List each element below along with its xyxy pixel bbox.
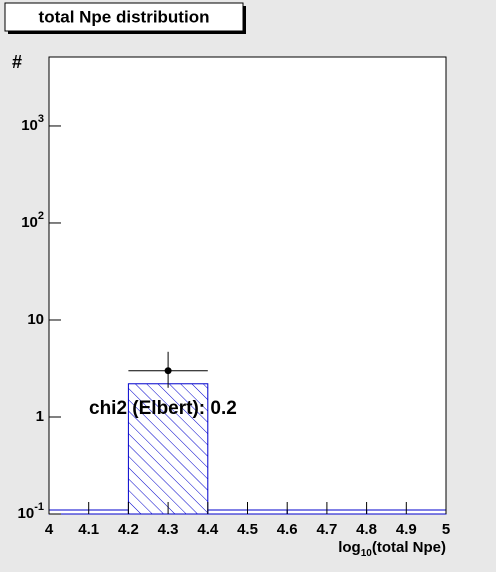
- x-tick-label: 4.1: [78, 521, 99, 538]
- x-title-sub: 10: [361, 548, 373, 559]
- y-tick-exponent: 3: [38, 113, 44, 125]
- x-tick-label: 4.7: [316, 521, 337, 538]
- x-tick-label: 4.9: [396, 521, 417, 538]
- annotation: chi2 (Elbert): 0.2: [89, 398, 237, 419]
- y-tick-label: 10: [27, 311, 44, 328]
- y-tick-label: 10-1: [18, 501, 44, 522]
- data-point: [164, 367, 172, 375]
- x-axis-title: log10(total Npe): [338, 539, 446, 559]
- y-tick-label: 103: [21, 113, 44, 134]
- x-title-rest: (total Npe): [372, 539, 446, 556]
- y-tick-label: 1: [36, 408, 44, 425]
- x-tick-label: 4: [45, 521, 54, 538]
- title-box: [4, 2, 244, 32]
- x-tick-label: 4.5: [237, 521, 258, 538]
- chart-title: total Npe distribution: [39, 7, 210, 26]
- y-tick-base: 10: [21, 214, 38, 231]
- x-tick-label: 4.8: [356, 521, 377, 538]
- x-tick-label: 5: [442, 521, 450, 538]
- y-axis-title: #: [12, 52, 22, 72]
- y-tick-base: 10: [18, 505, 35, 522]
- y-tick-exponent: 2: [38, 210, 44, 222]
- y-tick-base: 10: [21, 117, 38, 134]
- histogram-bar: [127, 383, 209, 515]
- x-tick-label: 4.3: [158, 521, 179, 538]
- x-tick-label: 4.4: [197, 521, 219, 538]
- y-tick-exponent: -1: [34, 501, 44, 513]
- x-tick-label: 4.6: [277, 521, 298, 538]
- y-tick-label: 102: [21, 210, 44, 231]
- x-tick-label: 4.2: [118, 521, 139, 538]
- x-title-main: log: [338, 539, 361, 556]
- plot-area: [48, 56, 447, 515]
